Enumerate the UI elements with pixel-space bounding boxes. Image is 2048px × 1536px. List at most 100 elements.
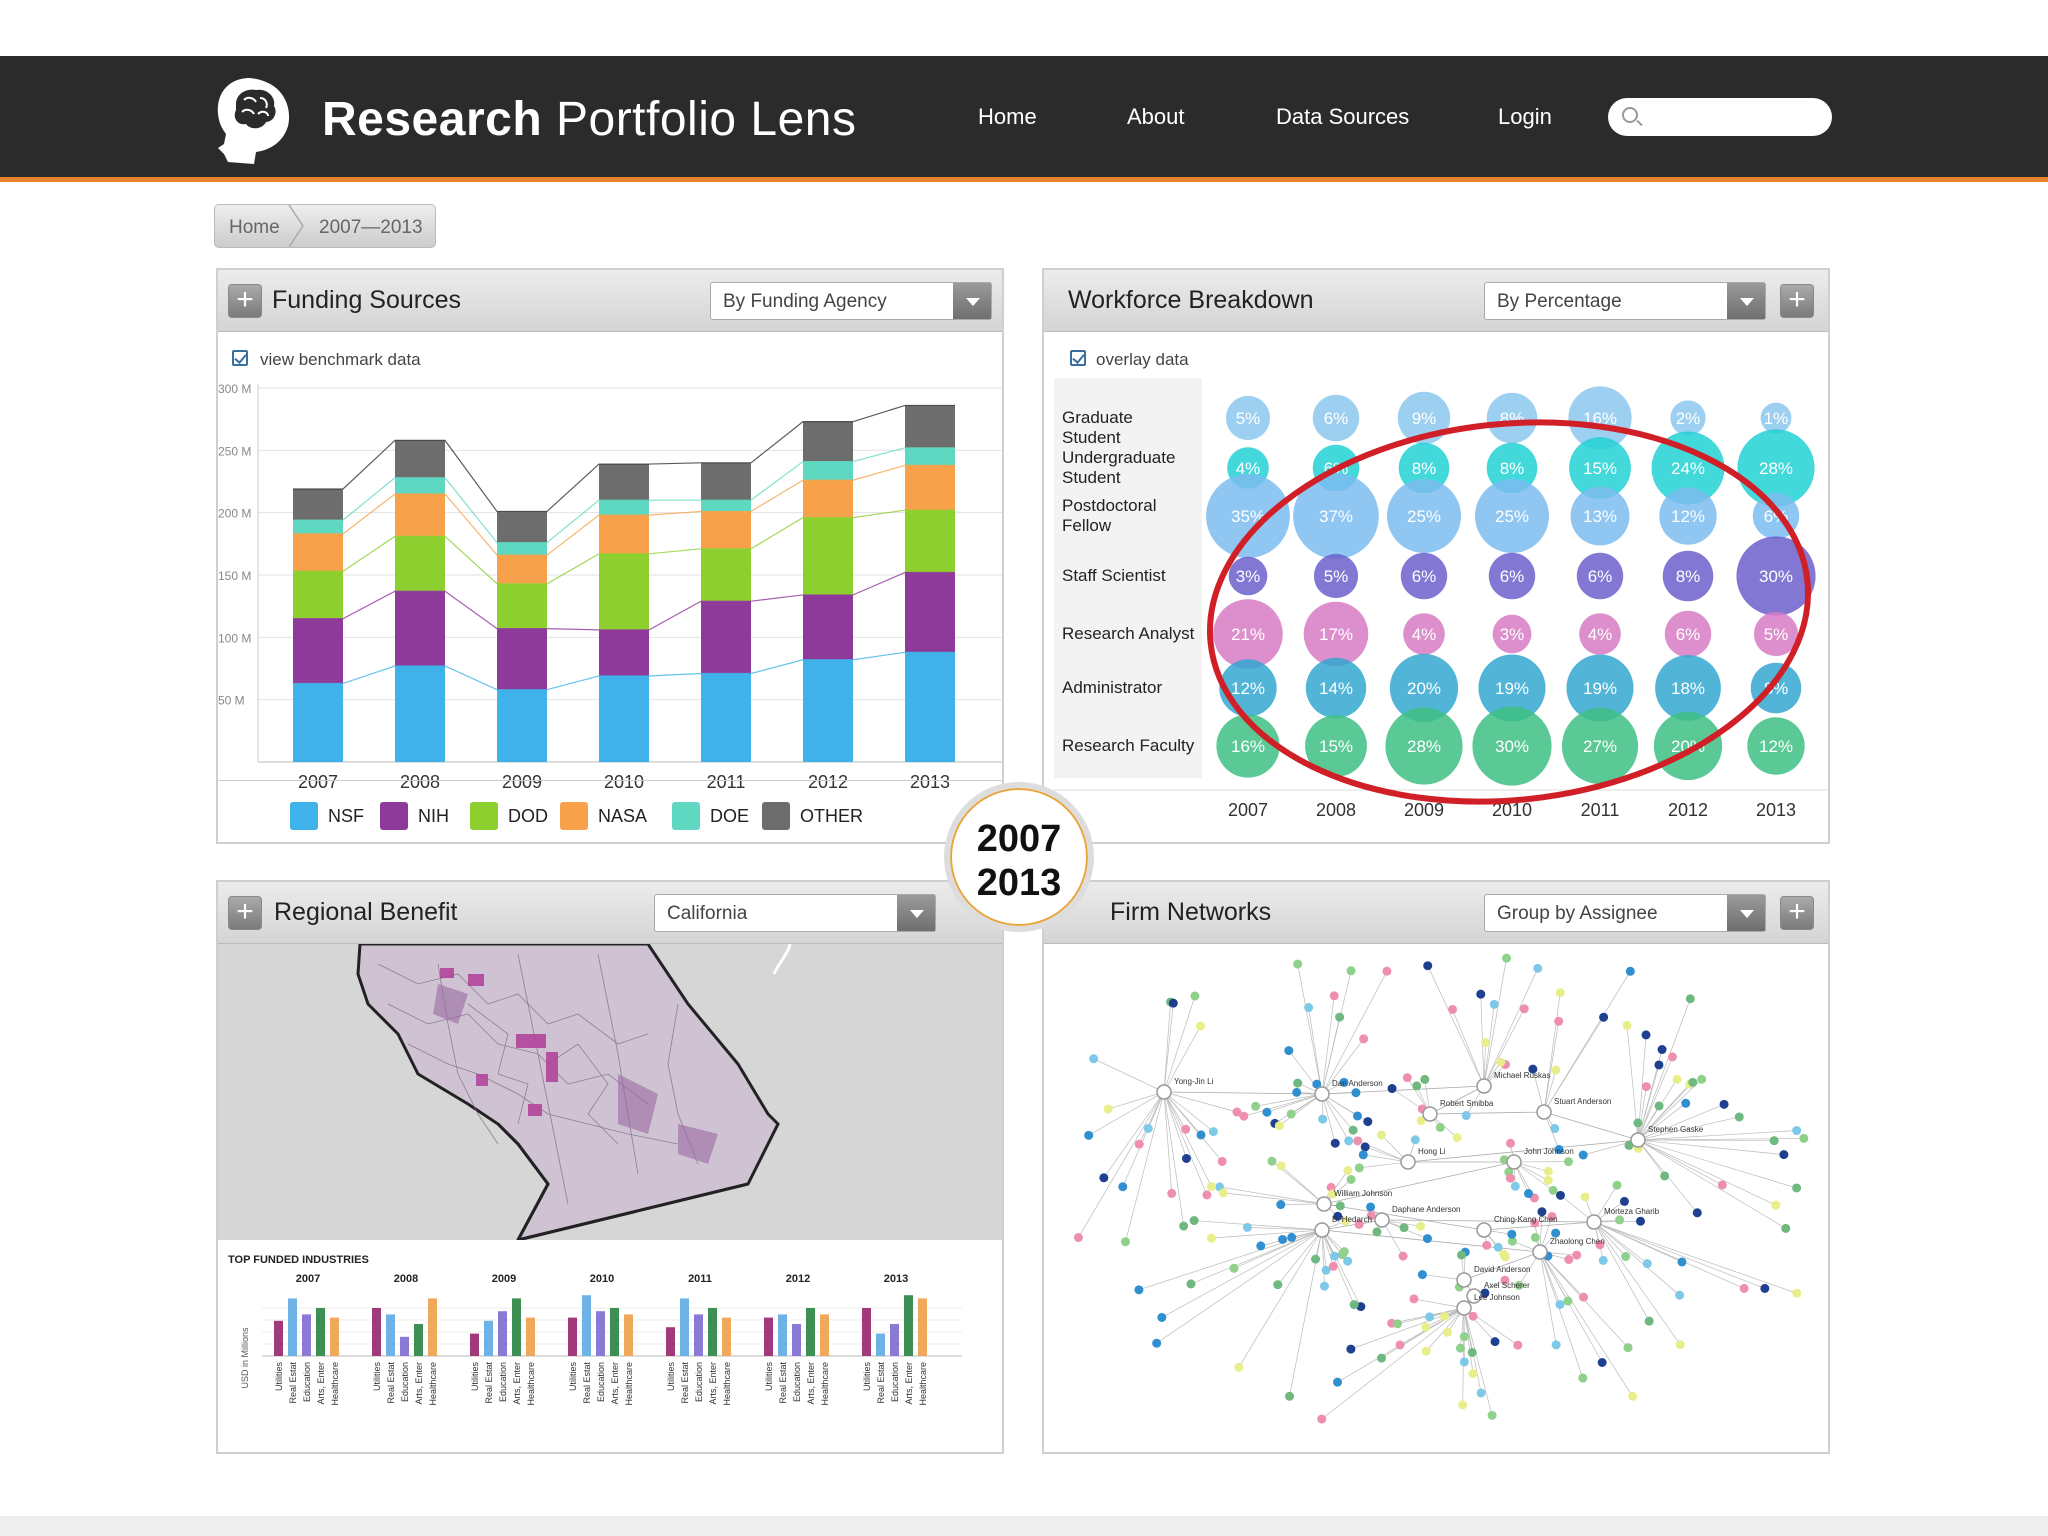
bar-segment-nih-2009[interactable] — [497, 628, 547, 690]
network-node[interactable] — [1505, 1173, 1515, 1183]
network-hub-node[interactable] — [1456, 1300, 1472, 1316]
network-node[interactable] — [1792, 1183, 1802, 1193]
network-node[interactable] — [1468, 1369, 1478, 1379]
network-node[interactable] — [1084, 1130, 1094, 1140]
network-node[interactable] — [1353, 1136, 1363, 1146]
network-node[interactable] — [1547, 1211, 1557, 1221]
bar-segment-other-2009[interactable] — [497, 511, 547, 543]
workforce-bubble[interactable] — [1216, 714, 1280, 778]
bar-segment-other-2012[interactable] — [803, 421, 853, 462]
workforce-bubble[interactable] — [1750, 662, 1802, 714]
firm-network-graph[interactable]: Yong-Jin Li Dan Anderson Michael Ruskas Rob… — [1044, 944, 1828, 1452]
funding-agency-select[interactable]: By Funding Agency — [710, 282, 992, 320]
network-node[interactable] — [1168, 998, 1178, 1008]
bar-segment-nih-2007[interactable] — [293, 618, 343, 684]
network-node[interactable] — [1688, 1077, 1698, 1087]
industry-bar[interactable] — [792, 1324, 801, 1356]
network-node[interactable] — [1330, 1251, 1340, 1261]
bar-segment-dod-2013[interactable] — [905, 510, 955, 573]
industry-bar[interactable] — [876, 1333, 885, 1356]
industry-bar[interactable] — [582, 1295, 591, 1356]
network-node[interactable] — [1554, 1016, 1564, 1026]
bar-segment-dod-2007[interactable] — [293, 571, 343, 619]
bar-segment-nsf-2008[interactable] — [395, 666, 445, 762]
network-node[interactable] — [1366, 1211, 1376, 1221]
network-hub-node[interactable] — [1630, 1132, 1646, 1148]
bar-segment-other-2008[interactable] — [395, 440, 445, 478]
network-node[interactable] — [1598, 1255, 1608, 1265]
workforce-bubble[interactable] — [1662, 550, 1714, 602]
bar-segment-doe-2008[interactable] — [395, 477, 445, 494]
network-node[interactable] — [1267, 1156, 1277, 1166]
network-node[interactable] — [1459, 1357, 1469, 1367]
workforce-bubble[interactable] — [1403, 613, 1445, 655]
bar-segment-dod-2008[interactable] — [395, 536, 445, 592]
network-node[interactable] — [1467, 1347, 1477, 1357]
industry-bar[interactable] — [610, 1308, 619, 1356]
network-node[interactable] — [1352, 1111, 1362, 1121]
network-node[interactable] — [1242, 1222, 1252, 1232]
network-node[interactable] — [1317, 1414, 1327, 1424]
legend-swatch-other[interactable] — [762, 802, 790, 830]
network-node[interactable] — [1276, 1161, 1286, 1171]
network-hub-node[interactable] — [1374, 1212, 1390, 1228]
network-node[interactable] — [1346, 966, 1356, 976]
workforce-bubble[interactable] — [1398, 442, 1450, 494]
region-select[interactable]: California — [654, 894, 936, 932]
network-node[interactable] — [1769, 1136, 1779, 1146]
network-hub-node[interactable] — [1532, 1244, 1548, 1260]
network-node[interactable] — [1377, 1353, 1387, 1363]
network-node[interactable] — [1349, 1300, 1359, 1310]
workforce-bubble[interactable] — [1566, 654, 1634, 722]
network-node[interactable] — [1799, 1133, 1809, 1143]
network-node[interactable] — [1578, 1373, 1588, 1383]
network-node[interactable] — [1792, 1126, 1802, 1136]
network-node[interactable] — [1239, 1111, 1249, 1121]
network-node[interactable] — [1276, 1200, 1286, 1210]
network-node[interactable] — [1499, 1249, 1509, 1259]
network-node[interactable] — [1739, 1283, 1749, 1293]
network-node[interactable] — [1232, 1107, 1242, 1117]
network-node[interactable] — [1143, 1123, 1153, 1133]
network-node[interactable] — [1157, 1312, 1167, 1322]
network-node[interactable] — [1376, 1130, 1386, 1140]
workforce-bubble[interactable] — [1486, 442, 1538, 494]
network-node[interactable] — [1667, 1052, 1677, 1062]
network-node[interactable] — [1287, 1232, 1297, 1242]
bar-segment-nsf-2013[interactable] — [905, 652, 955, 762]
bar-segment-nsf-2009[interactable] — [497, 689, 547, 762]
network-node[interactable] — [1537, 1207, 1547, 1217]
workforce-bubble[interactable] — [1303, 601, 1369, 667]
network-node[interactable] — [1636, 1216, 1646, 1226]
network-node[interactable] — [1335, 1201, 1345, 1211]
network-node[interactable] — [1555, 1190, 1565, 1200]
industry-bar[interactable] — [274, 1320, 283, 1356]
breadcrumb-home[interactable]: Home — [229, 217, 280, 238]
workforce-bubble[interactable] — [1305, 715, 1367, 777]
california-region-map[interactable] — [218, 944, 1002, 1240]
bar-segment-nsf-2011[interactable] — [701, 673, 751, 762]
network-node[interactable] — [1672, 1074, 1682, 1084]
industry-bar[interactable] — [862, 1308, 871, 1356]
network-node[interactable] — [1480, 1288, 1490, 1298]
funding-expand-button[interactable]: + — [228, 284, 262, 318]
industry-bar[interactable] — [302, 1314, 311, 1356]
network-node[interactable] — [1343, 1166, 1353, 1176]
workforce-bubble[interactable] — [1478, 654, 1546, 722]
network-node[interactable] — [1476, 989, 1486, 999]
bar-segment-nasa-2011[interactable] — [701, 511, 751, 549]
network-node[interactable] — [1181, 1124, 1191, 1134]
network-node[interactable] — [1073, 1233, 1083, 1243]
network-node[interactable] — [1621, 1252, 1631, 1262]
network-node[interactable] — [1519, 1004, 1529, 1014]
bar-segment-nsf-2010[interactable] — [599, 675, 649, 762]
network-node[interactable] — [1681, 1098, 1691, 1108]
workforce-bubble[interactable] — [1475, 479, 1549, 553]
bar-segment-nasa-2009[interactable] — [497, 555, 547, 584]
industry-bar[interactable] — [498, 1311, 507, 1356]
bar-segment-other-2007[interactable] — [293, 488, 343, 521]
nav-about-link[interactable]: About — [1127, 104, 1185, 129]
bar-segment-other-2011[interactable] — [701, 462, 751, 501]
workforce-bubble[interactable] — [1492, 614, 1532, 654]
industry-bar[interactable] — [680, 1298, 689, 1356]
